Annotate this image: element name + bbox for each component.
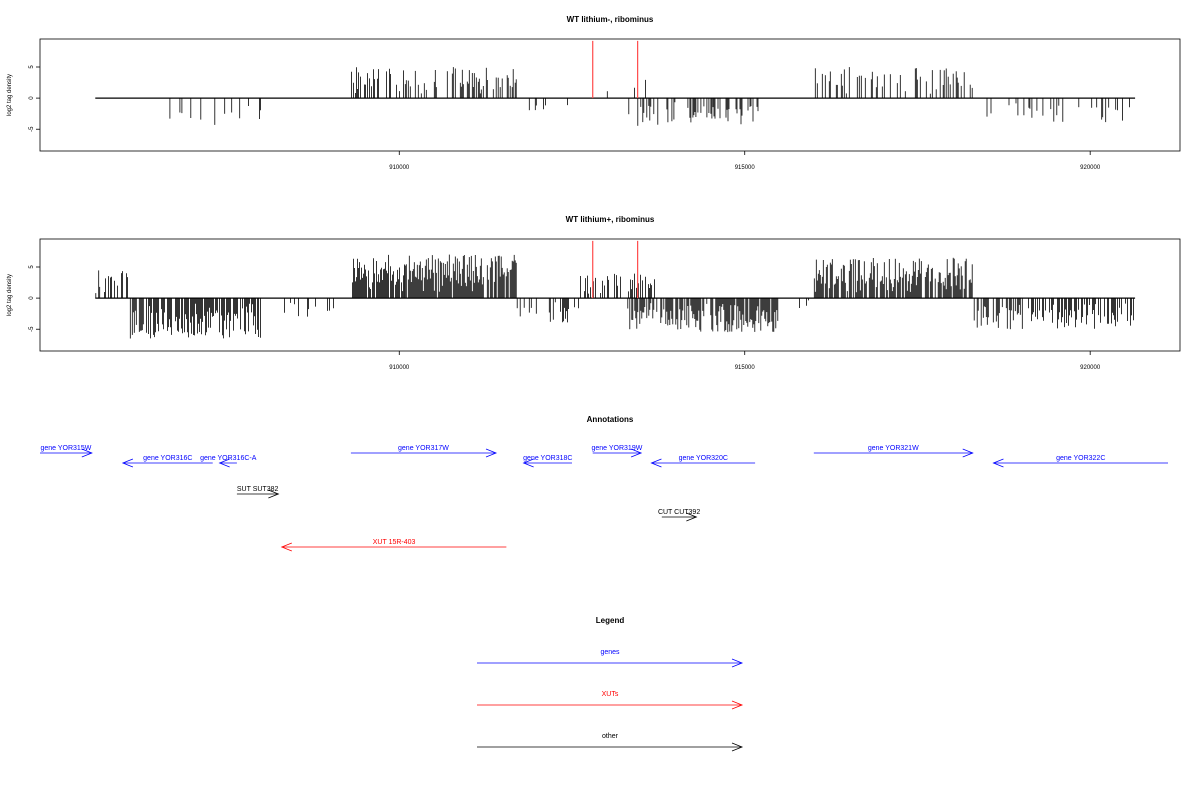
annotation-feature: gene YOR320C [650,455,756,468]
legend: Legend genes XUTs other [477,616,744,752]
y-axis-label: log2 tag density [7,74,13,116]
legend-item: other [477,733,744,752]
legend-label: other [602,733,619,740]
feature-label: gene YOR321W [868,445,919,452]
y-tick-label: 0 [29,296,35,300]
legend-title: Legend [596,616,625,625]
legend-arrow-head [731,658,744,668]
feature-arrow-head [280,542,292,552]
panel-title: WT lithium+, ribominus [566,215,655,224]
x-tick-label: 910000 [389,365,410,371]
x-tick-label: 915000 [735,165,756,171]
feature-label: gene YOR316C-A [200,455,257,462]
annotation-feature: gene YOR321W [813,445,974,458]
feature-arrow-head [630,448,643,458]
annotation-feature: gene YOR318C [522,455,572,468]
x-tick-label: 910000 [389,165,410,171]
legend-arrow-head [731,700,744,710]
x-tick-label: 915000 [735,365,756,371]
feature-arrow-head [522,458,534,468]
y-axis-label: log2 tag density [7,274,13,316]
y-tick-label: 5 [29,265,35,269]
y-tick-label: -5 [29,326,35,332]
annotation-feature: gene YOR319W [591,445,643,458]
feature-arrow-head [268,489,280,499]
coverage-panel-lithium-minus: WT lithium-, ribominus log2 tag density … [7,15,1181,171]
feature-arrow-head [686,512,698,522]
legend-item: XUTs [477,691,744,710]
feature-label: CUT CUT392 [658,509,700,516]
coverage-bars [95,40,1136,126]
feature-arrow-head [992,458,1004,468]
feature-arrow-head [962,448,974,458]
y-axis-ticks: -5 0 5 [29,265,40,332]
feature-label: SUT SUT382 [237,486,279,493]
annotation-feature: gene YOR317W [350,445,498,458]
feature-arrow-head [121,458,134,468]
feature-arrow-head [81,448,93,458]
annotation-feature: SUT SUT382 [237,486,280,499]
x-tick-label: 920000 [1080,165,1101,171]
feature-arrow-head [218,458,230,468]
annotation-feature: gene YOR316C [121,455,213,468]
annotation-feature: gene YOR316C-A [200,455,257,468]
annotation-feature: gene YOR315W [40,445,93,458]
feature-label: gene YOR322C [1056,455,1105,462]
legend-label: XUTs [602,691,619,698]
coverage-panel-lithium-plus: WT lithium+, ribominus log2 tag density … [7,215,1181,371]
feature-label: gene YOR318C [523,455,572,462]
feature-label: gene YOR319W [591,445,642,452]
legend-arrow-head [731,742,744,752]
feature-label: gene YOR317W [398,445,449,452]
feature-arrow-head [485,448,498,458]
x-axis-ticks: 910000 915000 920000 [389,351,1101,371]
x-tick-label: 920000 [1080,365,1101,371]
legend-label: genes [600,649,620,656]
annotations-track: Annotations gene YOR315W gene YOR316C gene… [40,415,1168,552]
coverage-bars [95,240,1136,339]
y-tick-label: -5 [29,126,35,132]
y-axis-ticks: -5 0 5 [29,65,40,132]
annotation-feature: CUT CUT392 [658,509,700,522]
y-tick-label: 0 [29,96,35,100]
legend-item: genes [477,649,744,668]
y-tick-label: 5 [29,65,35,69]
plot-frame [39,38,1181,152]
feature-label: gene YOR316C [143,455,192,462]
annotations-title: Annotations [587,415,634,424]
annotation-feature: gene YOR322C [992,455,1168,468]
feature-arrow-head [650,458,662,468]
panel-title: WT lithium-, ribominus [567,15,654,24]
plot-frame [39,238,1181,352]
x-axis-ticks: 910000 915000 920000 [389,151,1101,171]
feature-label: XUT 15R-403 [373,539,416,546]
feature-label: gene YOR315W [40,445,91,452]
annotation-feature: XUT 15R-403 [280,539,507,552]
feature-label: gene YOR320C [679,455,728,462]
